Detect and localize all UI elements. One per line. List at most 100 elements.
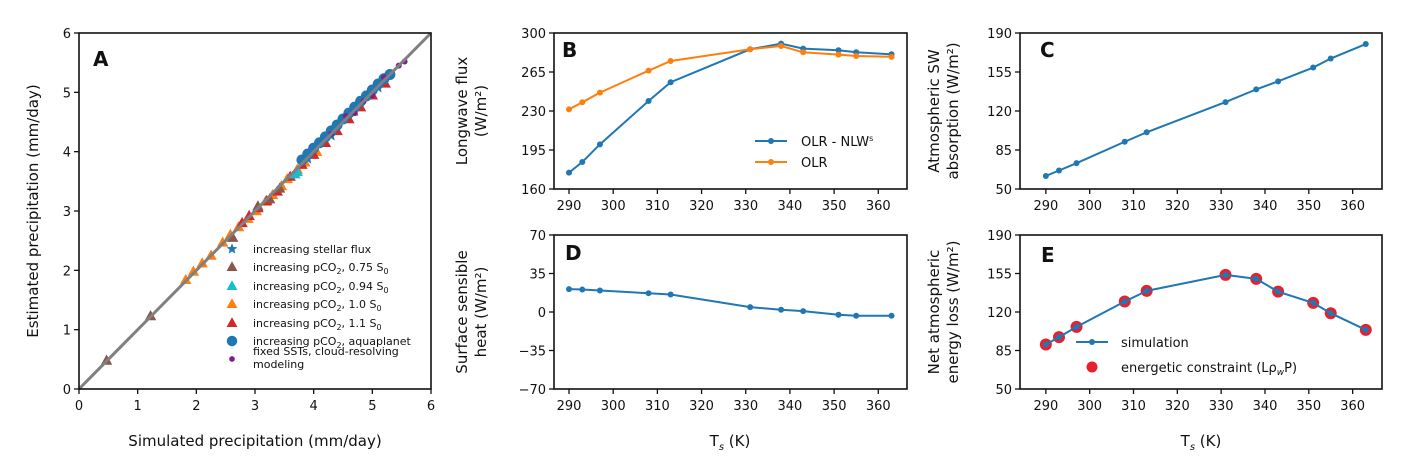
legend-label: modeling	[253, 358, 304, 371]
data-point	[800, 49, 807, 56]
panel-a: A 0 1 2 3 4 5 6 0 1 2 3 4 5 6 Simulated precipitation…	[24, 27, 435, 450]
legend-item: OLR	[755, 156, 828, 171]
legend-label: OLR	[801, 156, 828, 171]
legend-label: fixed SSTs, cloud-resolving	[253, 345, 399, 358]
data-point	[187, 265, 200, 276]
legend-label: increasing pCO2, 0.94 S0	[253, 280, 389, 295]
data-point	[1073, 160, 1080, 167]
x-tick-label: 290	[1033, 199, 1058, 214]
x-label-unit: (K)	[724, 432, 750, 450]
legend-marker	[226, 298, 238, 308]
y-tick-label: 195	[521, 144, 546, 159]
x-tick-label: 2	[192, 399, 200, 414]
legend-label: increasing pCO2, 1.1 S0	[253, 317, 382, 332]
legend-label-sub: 0	[377, 304, 382, 313]
y-tick-label: 5	[63, 86, 71, 101]
data-point	[566, 106, 573, 113]
data-point	[778, 306, 785, 313]
series-line-0	[566, 40, 895, 176]
y-tick-label: 0	[538, 306, 546, 321]
x-tick-label: 350	[1296, 399, 1321, 414]
y-tick-label: 1	[63, 324, 71, 339]
panel-b: 290 300 310 320 330 340 350 360160195230265300 …	[453, 27, 908, 214]
legend-marker	[226, 261, 238, 271]
legend-label-main: increasing pCO	[253, 317, 337, 330]
x-tick-label: 4	[310, 399, 318, 414]
legend-label-main: increasing pCO	[253, 280, 337, 293]
x-label-unit: (K)	[1195, 432, 1221, 450]
legend-item: increasing stellar flux	[226, 243, 372, 256]
y-tick-label: 155	[987, 268, 1012, 283]
y-tick-label: 190	[987, 229, 1012, 244]
panel-a-y-axis-label: Estimated precipitation (mm/day)	[24, 84, 42, 337]
panel-e-legend: simulation energetic constraint (LρwP)	[1076, 336, 1297, 378]
data-point	[645, 67, 652, 74]
legend-label-sub: 2	[336, 323, 341, 332]
legend-item: simulation	[1076, 336, 1189, 351]
x-label-sub: s	[719, 442, 724, 453]
data-point	[579, 99, 586, 106]
legend-label: increasing pCO2, 0.75 S0	[253, 261, 389, 276]
y-tick-label: 120	[987, 105, 1012, 120]
legend-item: increasing pCO2, 1.0 S0	[226, 298, 382, 313]
x-tick-label: 350	[822, 399, 847, 414]
y-tick-label: 0	[63, 383, 71, 398]
x-tick-label: 5	[368, 399, 376, 414]
series-line-1	[566, 43, 895, 113]
x-tick-label: 300	[601, 399, 626, 414]
x-tick-label: 320	[689, 399, 714, 414]
x-tick-label: 290	[557, 399, 582, 414]
y-tick-label: 50	[995, 183, 1012, 198]
x-tick-label: 310	[645, 399, 670, 414]
data-point	[667, 57, 674, 64]
data-point	[888, 53, 895, 60]
series-line-0	[1042, 41, 1369, 179]
y-tick-label: 6	[63, 27, 71, 42]
panel-d-plot-area	[566, 286, 895, 319]
x-tick-label: 330	[1209, 399, 1234, 414]
data-point	[596, 287, 603, 294]
y-tick-label: 3	[63, 205, 71, 220]
data-point	[1275, 288, 1282, 295]
x-tick-label: 350	[822, 199, 847, 214]
panel-b-label: B	[562, 38, 577, 62]
data-point	[227, 231, 239, 242]
y-tick-label: 85	[995, 144, 1012, 159]
legend-label-mid: , 1.0 S	[342, 298, 377, 311]
panel-d: 290 300 310 320 330 340 350 360 −70 −35 0 35 70 D Su…	[453, 229, 908, 453]
legend-item: increasing pCO2, 0.94 S0	[226, 280, 389, 295]
legend-label-main: increasing pCO	[253, 261, 337, 274]
data-point	[1143, 129, 1150, 136]
legend-label-main: OLR - NLW	[801, 135, 869, 150]
legend-marker	[226, 280, 238, 290]
data-point	[667, 79, 674, 86]
panel-c-y-axis-label-line2: absorption (W/m²)	[944, 42, 962, 179]
legend-label-sub: 2	[336, 267, 341, 276]
legend-label-main: increasing pCO	[253, 298, 337, 311]
series-2	[289, 165, 303, 179]
data-point	[252, 200, 264, 211]
legend-label-mid: , 1.1 S	[342, 317, 377, 330]
data-point	[1056, 334, 1063, 341]
data-point	[1253, 275, 1260, 282]
data-point	[1073, 323, 1080, 330]
x-tick-label: 290	[557, 199, 582, 214]
panel-a-axes: 0 1 2 3 4 5 6 0 1 2 3 4 5 6	[63, 27, 435, 414]
axes-frame	[553, 234, 908, 390]
x-tick-label: 340	[1253, 399, 1278, 414]
legend-item: fixed SSTs, cloud-resolving modeling	[229, 345, 399, 371]
data-point	[1121, 138, 1128, 145]
legend-label: increasing stellar flux	[253, 243, 372, 256]
panel-b-plot-area	[566, 40, 895, 176]
panel-e-plot-area	[1039, 268, 1372, 351]
legend-label: OLR - NLWs	[801, 134, 873, 150]
x-tick-label: 300	[601, 199, 626, 214]
legend-item: increasing pCO2, aquaplanet	[226, 335, 411, 350]
data-point	[1222, 99, 1229, 106]
y-tick-label: −35	[519, 345, 546, 360]
legend-label: energetic constraint (LρwP)	[1121, 361, 1297, 378]
legend-label-sub: 0	[377, 323, 382, 332]
x-tick-label: 340	[1253, 199, 1278, 214]
x-tick-label: 0	[75, 399, 83, 414]
